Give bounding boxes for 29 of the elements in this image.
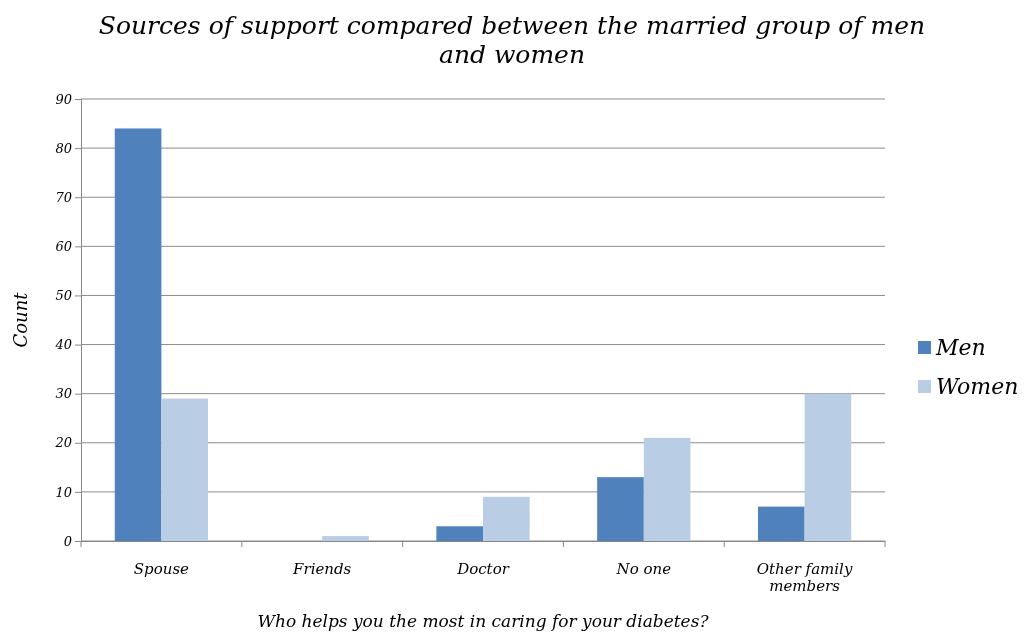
bar: [322, 536, 369, 541]
y-tick-label: 20: [54, 435, 72, 451]
y-tick-label: 0: [63, 533, 72, 549]
y-tick-label: 70: [55, 189, 72, 205]
y-tick-label: 90: [55, 91, 72, 107]
x-tick-label: Spouse: [133, 560, 190, 578]
bar: [757, 506, 805, 541]
bar: [114, 128, 162, 541]
y-tick-label: 80: [55, 140, 72, 156]
bar: [804, 393, 852, 541]
legend-label: Women: [936, 374, 1019, 399]
y-tick-label: 30: [55, 386, 72, 402]
legend-label: Men: [935, 335, 986, 360]
bar: [436, 526, 483, 541]
x-tick-label: No one: [615, 560, 672, 578]
chart-title: Sources of support compared between the married group of men and women: [98, 11, 926, 69]
x-tick-label: Doctor: [456, 560, 510, 578]
x-axis-title: Who helps you the most in caring for your diabetes?: [257, 611, 710, 631]
x-tick-label: Friends: [292, 560, 352, 578]
y-tick-label: 60: [55, 238, 72, 254]
y-tick-label: 40: [54, 337, 72, 353]
x-tick-label: Other family members: [756, 560, 853, 595]
bar: [483, 496, 530, 541]
bar: [161, 398, 209, 541]
bar: [597, 477, 644, 541]
y-tick-label: 10: [55, 484, 72, 500]
y-tick-label: 50: [55, 288, 72, 304]
y-axis-title: Count: [10, 291, 31, 348]
bar: [643, 437, 691, 541]
